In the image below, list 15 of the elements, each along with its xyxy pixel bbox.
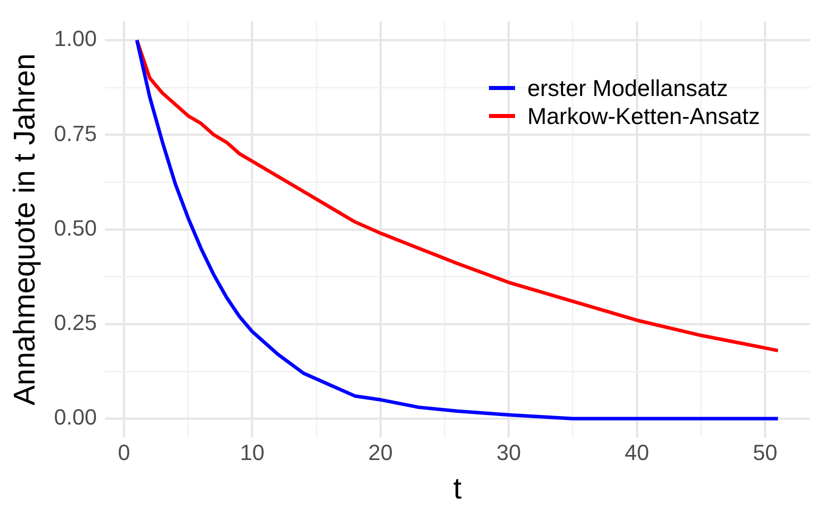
- x-tick-label: 20: [368, 440, 393, 465]
- x-tick-label: 10: [240, 440, 265, 465]
- y-tick-label: 0.00: [54, 404, 97, 430]
- y-tick-label: 0.50: [54, 215, 97, 240]
- x-tick-label: 40: [624, 440, 650, 465]
- x-axis-title: t: [453, 472, 462, 506]
- x-tick-label: 30: [496, 440, 521, 465]
- legend-label: Markow-Ketten-Ansatz: [527, 102, 760, 130]
- y-tick-label: 0.25: [54, 310, 97, 336]
- y-tick-label: 0.75: [54, 120, 97, 146]
- y-tick-label: 1.00: [54, 26, 97, 52]
- x-tick-label: 0: [118, 440, 130, 465]
- x-tick-label: 50: [752, 440, 778, 465]
- legend-label: erster Modellansatz: [527, 74, 728, 102]
- y-axis-title: Annahmequote in t Jahren: [8, 53, 42, 406]
